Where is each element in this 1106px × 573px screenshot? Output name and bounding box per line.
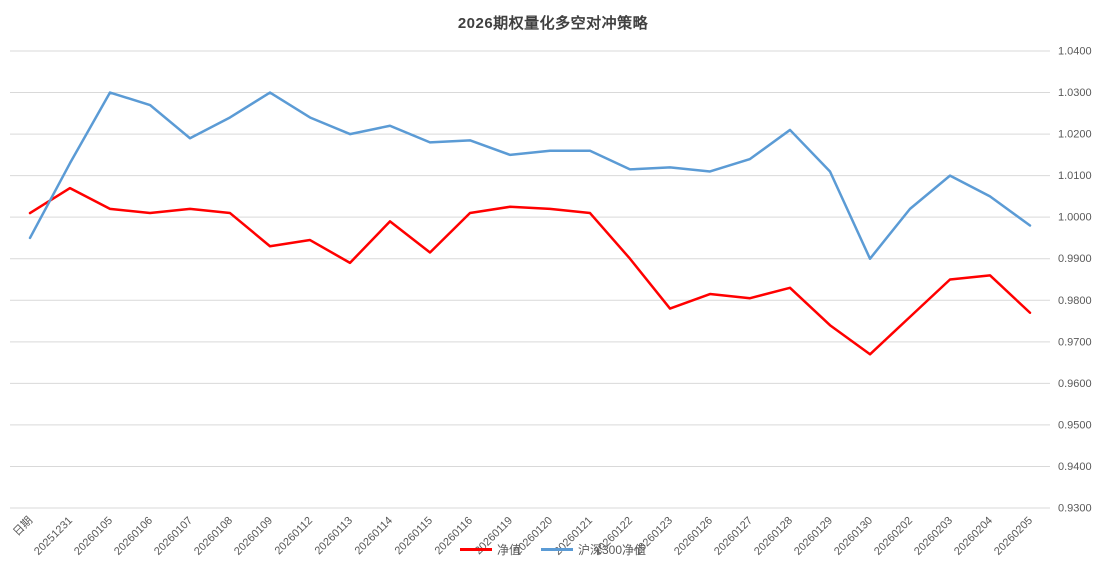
y-axis-tick-label: 0.9900 — [1058, 253, 1092, 265]
legend-item-hs300: 沪深300净值 — [540, 541, 647, 558]
y-axis-tick-label: 1.0200 — [1058, 129, 1092, 141]
y-axis-tick-label: 0.9300 — [1058, 503, 1092, 515]
y-axis-tick-label: 1.0100 — [1058, 170, 1092, 182]
y-axis-tick-label: 0.9700 — [1058, 336, 1092, 348]
chart-legend: 净值 沪深300净值 — [0, 541, 1106, 558]
y-axis-tick-label: 0.9800 — [1058, 295, 1092, 307]
chart-title: 2026期权量化多空对冲策略 — [457, 15, 649, 32]
y-axis-tick-label: 0.9500 — [1058, 419, 1092, 431]
y-axis-tick-label: 0.9400 — [1058, 461, 1092, 473]
legend-line-icon-hs300 — [540, 548, 573, 551]
legend-label-net-value: 净值 — [496, 543, 521, 557]
legend-label-hs300: 沪深300净值 — [577, 543, 647, 557]
series-line-net-value — [28, 186, 1032, 356]
y-axis-tick-label: 1.0000 — [1058, 212, 1092, 224]
y-axis-tick-label: 0.9600 — [1058, 378, 1092, 390]
y-axis-tick-label: 1.0400 — [1058, 46, 1092, 58]
legend-line-icon-net-value — [459, 548, 492, 551]
y-axis-tick-label: 1.0300 — [1058, 87, 1092, 99]
series-line-hs300 — [28, 91, 1032, 260]
x-axis-label: 日期 — [10, 514, 35, 539]
legend-item-net-value: 净值 — [459, 541, 521, 558]
